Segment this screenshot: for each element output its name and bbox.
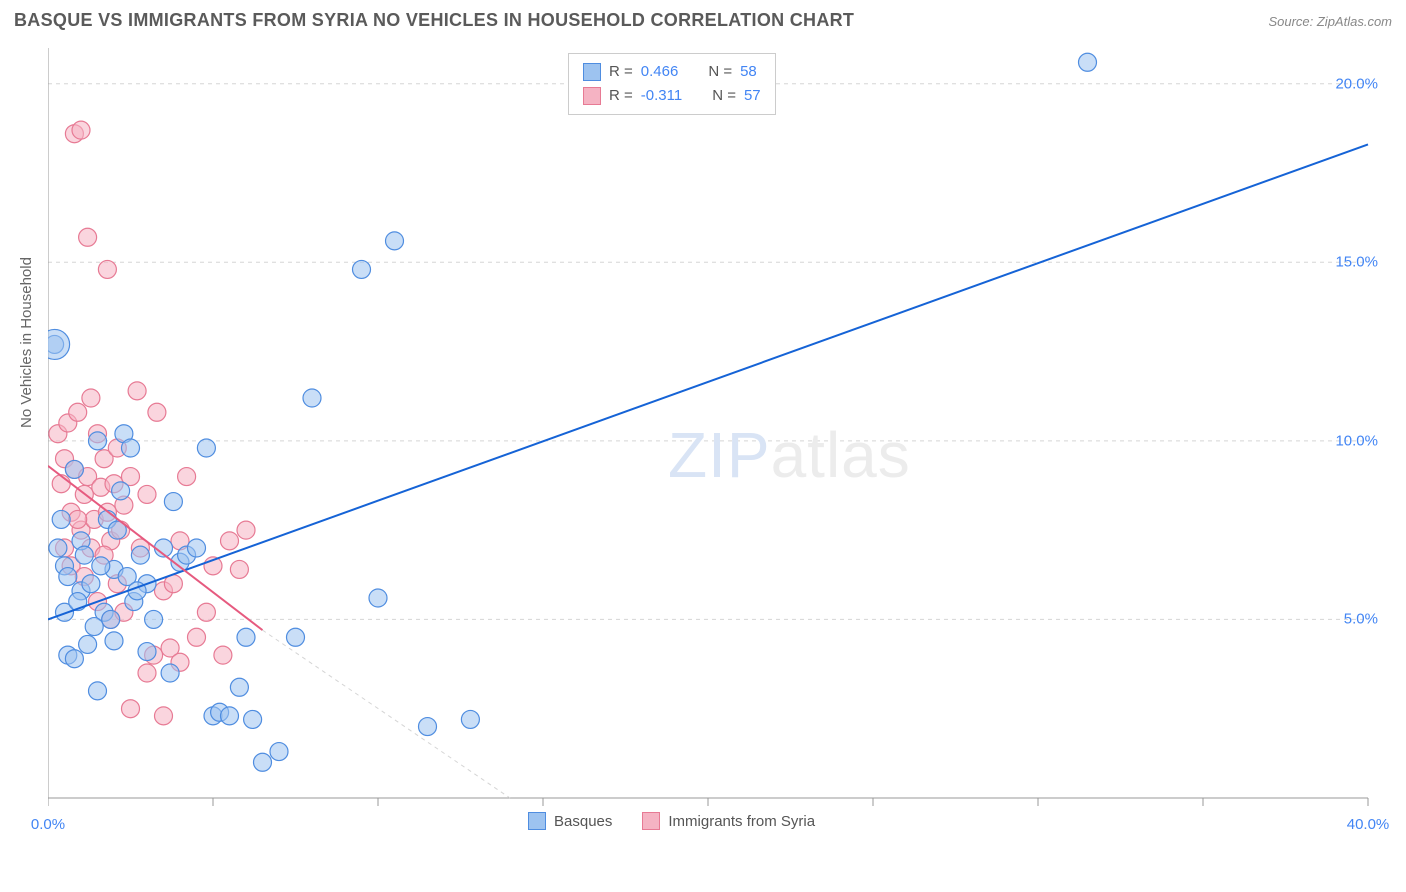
legend-label-basques: Basques: [554, 813, 612, 830]
chart-source: Source: ZipAtlas.com: [1268, 14, 1392, 29]
series-legend: Basques Immigrants from Syria: [528, 812, 815, 830]
scatter-plot: [48, 48, 1388, 848]
y-tick-label: 20.0%: [1335, 75, 1378, 92]
chart-title: BASQUE VS IMMIGRANTS FROM SYRIA NO VEHIC…: [14, 10, 854, 30]
stat-n-value: 58: [740, 60, 757, 84]
legend-item-syria: Immigrants from Syria: [642, 812, 815, 830]
stat-r-label: R =: [609, 60, 633, 84]
stats-swatch-icon: [583, 87, 601, 105]
stat-n-value: 57: [744, 84, 761, 108]
legend-item-basques: Basques: [528, 812, 612, 830]
stat-n-label: N =: [712, 84, 736, 108]
stats-row: R = -0.311 N = 57: [583, 84, 761, 108]
y-tick-label: 5.0%: [1344, 611, 1378, 628]
legend-label-syria: Immigrants from Syria: [668, 813, 815, 830]
chart-header: BASQUE VS IMMIGRANTS FROM SYRIA NO VEHIC…: [14, 10, 1392, 40]
y-tick-label: 15.0%: [1335, 254, 1378, 271]
chart-area: No Vehicles in Household ZIPatlas R =0.4…: [48, 48, 1388, 848]
stat-r-label: R =: [609, 84, 633, 108]
y-axis-label: No Vehicles in Household: [18, 257, 35, 428]
stats-swatch-icon: [583, 63, 601, 81]
stat-n-label: N =: [708, 60, 732, 84]
stats-row: R = 0.466 N = 58: [583, 60, 761, 84]
x-tick-label: 0.0%: [31, 816, 65, 833]
stat-r-value: 0.466: [641, 60, 679, 84]
swatch-syria-icon: [642, 812, 660, 830]
x-tick-label: 40.0%: [1347, 816, 1390, 833]
stats-legend: R =0.466N =58R =-0.311N =57: [568, 53, 776, 115]
swatch-basques-icon: [528, 812, 546, 830]
stat-r-value: -0.311: [641, 84, 682, 108]
y-tick-label: 10.0%: [1335, 432, 1378, 449]
